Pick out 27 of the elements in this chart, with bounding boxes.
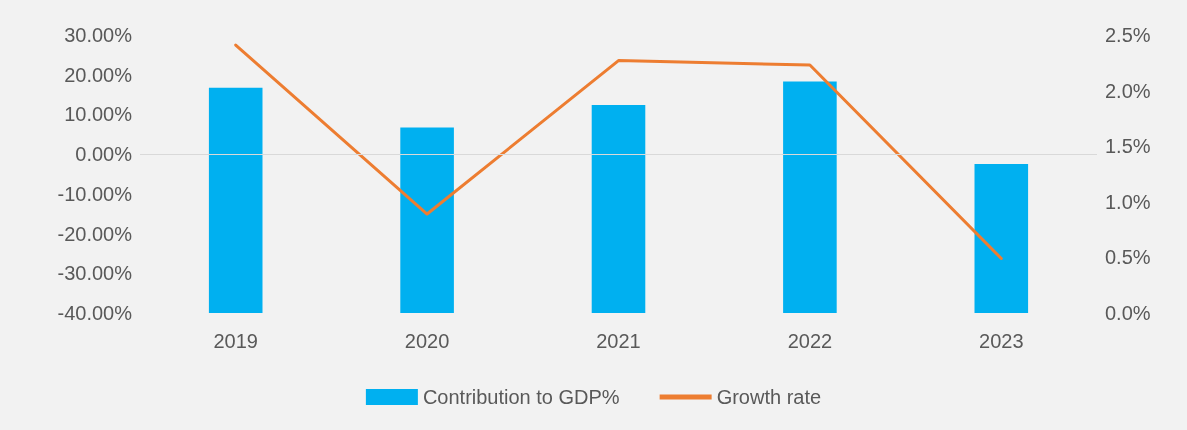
y-tick-label: -40.00% (57, 302, 133, 324)
y2-tick-label: 1.0% (1105, 190, 1151, 213)
y-tick-label: 30.00% (64, 24, 133, 46)
y2-tick-label: 0.5% (1105, 246, 1151, 269)
legend-label: Growth rate (716, 386, 822, 408)
y2-tick-label: 1.5% (1105, 135, 1151, 158)
y-tick-label: 20.00% (64, 63, 133, 86)
y2-tick-label: 2.0% (1105, 79, 1151, 102)
y2-tick-label: 0.0% (1105, 302, 1151, 324)
y2-tick-label: 2.5% (1105, 24, 1151, 46)
bar (974, 164, 1029, 313)
y-tick-label: -10.00% (57, 182, 133, 205)
y-tick-label: -30.00% (57, 262, 133, 285)
bar (208, 87, 263, 313)
line-series (234, 43, 1003, 261)
bar (783, 81, 837, 313)
x-tick-label: 2020 (404, 330, 450, 352)
y-tick-label: 0.00% (75, 143, 133, 166)
legend-label: Contribution to GDP% (422, 386, 620, 408)
x-tick-label: 2021 (596, 330, 641, 352)
y-tick-label: 10.00% (64, 103, 133, 126)
x-tick-label: 2023 (979, 330, 1024, 352)
x-tick-label: 2019 (213, 330, 258, 352)
y-tick-label: -20.00% (57, 222, 133, 245)
x-tick-label: 2022 (787, 330, 833, 352)
bar (591, 104, 646, 313)
bar (400, 127, 454, 313)
